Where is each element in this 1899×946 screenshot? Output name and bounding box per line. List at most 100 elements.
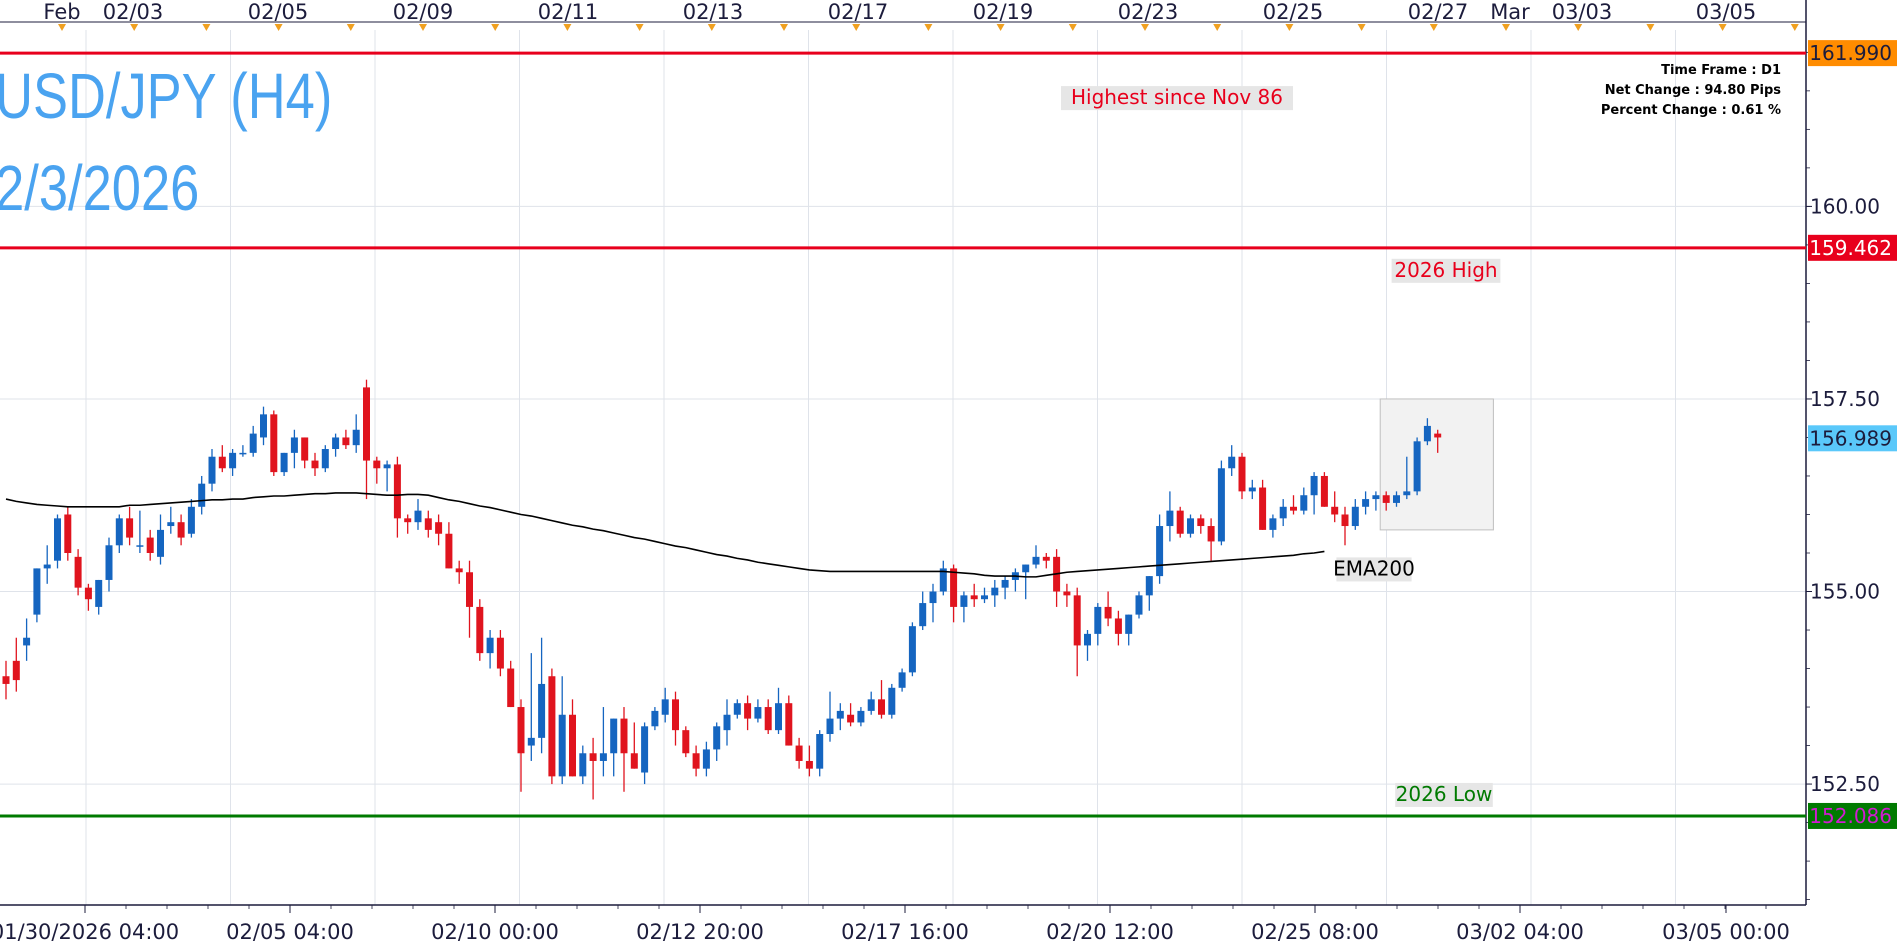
top-axis-marker	[563, 24, 572, 31]
highlight-box	[1379, 398, 1494, 531]
candle	[1279, 499, 1287, 527]
candle-body	[764, 707, 772, 731]
candle-body	[146, 537, 154, 553]
candle	[198, 475, 206, 515]
top-axis-label: 03/03	[1552, 0, 1613, 24]
candle-body	[198, 483, 206, 507]
candle-body	[991, 587, 999, 596]
candle-body	[1259, 487, 1267, 530]
candle-body	[105, 545, 113, 580]
candle-body	[723, 714, 731, 731]
candle-body	[878, 699, 885, 715]
candle-body	[290, 437, 298, 453]
candle-body	[95, 579, 103, 607]
candle	[1269, 514, 1277, 538]
top-axis-marker	[1141, 24, 1149, 31]
candle-body	[548, 676, 556, 777]
top-axis-label: 02/17	[828, 0, 889, 24]
candle-body	[54, 518, 61, 561]
candle	[1114, 610, 1122, 646]
top-axis-marker	[1502, 24, 1510, 31]
candle-body	[1382, 495, 1390, 503]
candle-body	[661, 699, 669, 715]
annotation-ema200: EMA200	[1333, 556, 1415, 582]
candle	[527, 653, 535, 761]
candle	[1238, 452, 1246, 500]
candle	[1176, 506, 1184, 538]
candle	[43, 545, 51, 584]
candle	[1217, 460, 1225, 546]
candle-body	[981, 595, 988, 600]
candle-body	[857, 710, 865, 723]
price-tick-label: 157.50	[1810, 387, 1880, 411]
candle-body	[1001, 579, 1009, 588]
candle	[805, 745, 813, 777]
candle-body	[43, 564, 51, 569]
candle-body	[939, 568, 947, 592]
candle	[610, 718, 618, 777]
top-axis-label: Mar	[1490, 0, 1530, 24]
candle	[146, 529, 154, 561]
candle-body	[1084, 633, 1091, 646]
candle	[1300, 487, 1308, 515]
annotation-2026-low: 2026 Low	[1395, 782, 1493, 807]
candle-body	[754, 707, 762, 719]
candle	[229, 449, 237, 476]
level-badge-2-text: 152.086	[1809, 804, 1892, 828]
candle	[332, 433, 340, 457]
candle-body	[1073, 595, 1081, 646]
top-axis-label: 02/09	[393, 0, 454, 24]
candle	[105, 537, 113, 592]
annotation-highest-bg	[1061, 86, 1293, 111]
candle-body	[970, 595, 978, 600]
candle	[496, 630, 504, 677]
candle	[455, 560, 463, 584]
annotation-2026-high-bg	[1391, 258, 1501, 283]
candle	[548, 668, 556, 785]
candle-body	[1248, 487, 1256, 492]
candle-body	[1166, 510, 1174, 527]
price-tick-label: 155.00	[1810, 580, 1880, 604]
candle	[538, 637, 546, 754]
candle-body	[908, 626, 916, 673]
candle	[1310, 472, 1318, 515]
candle	[12, 637, 20, 692]
candle-body	[558, 714, 566, 777]
candle	[1382, 491, 1390, 511]
candle-body	[599, 753, 607, 761]
level-badge-1: 159.462	[1808, 234, 1897, 261]
candle	[692, 745, 700, 777]
top-axis-label: 02/11	[538, 0, 599, 24]
candle-body	[733, 703, 741, 715]
candle	[1290, 495, 1297, 515]
candle-body	[1176, 510, 1184, 534]
candle	[702, 741, 710, 777]
chart-title: USD/JPY (H4)	[0, 61, 332, 132]
info-time-frame: Time Frame : D1	[1661, 63, 1781, 78]
candle	[1187, 514, 1194, 538]
candle	[383, 460, 391, 492]
candle	[1393, 491, 1400, 507]
candle	[1022, 564, 1030, 600]
top-axis-marker	[1285, 24, 1294, 31]
candle	[1228, 445, 1236, 476]
bottom-axis-label: 02/25 08:00	[1251, 920, 1379, 944]
candle-body	[795, 745, 803, 761]
candle-body	[836, 710, 844, 719]
top-axis-marker	[1574, 24, 1583, 31]
top-axis-marker	[996, 24, 1005, 31]
top-axis-marker	[924, 24, 933, 31]
highlight-box-group	[1379, 398, 1494, 531]
info-percent-change: Percent Change : 0.61 %	[1601, 103, 1781, 118]
candle	[2, 660, 10, 700]
candle-body	[867, 699, 875, 711]
candle-body	[157, 529, 164, 557]
candle	[1320, 472, 1328, 507]
candle	[1145, 576, 1153, 611]
candle	[816, 730, 824, 777]
candle	[1135, 591, 1143, 619]
candle-body	[630, 753, 638, 769]
candle	[445, 522, 453, 569]
candle	[764, 699, 772, 735]
level-badge-0: 161.990	[1808, 40, 1897, 67]
